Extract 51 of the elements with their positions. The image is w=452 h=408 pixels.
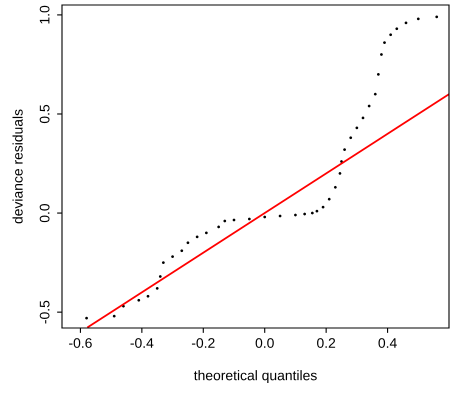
x-tick-label: -0.2 xyxy=(192,338,215,348)
point xyxy=(368,104,371,108)
point xyxy=(217,226,220,228)
y-axis-title: deviance residuals xyxy=(12,109,23,224)
x-axis-title: theoretical quantiles xyxy=(194,370,317,384)
point xyxy=(343,148,346,152)
point xyxy=(232,218,236,222)
point xyxy=(248,218,251,220)
point xyxy=(334,186,337,189)
point xyxy=(278,214,282,218)
point xyxy=(156,286,159,290)
point xyxy=(338,172,342,175)
point xyxy=(158,275,162,278)
point xyxy=(146,294,150,298)
point xyxy=(112,314,116,318)
point xyxy=(374,92,377,96)
point xyxy=(303,212,306,216)
y-tick-label: -0.5 xyxy=(40,300,50,324)
point xyxy=(186,241,190,244)
point xyxy=(380,53,383,56)
point xyxy=(362,116,364,120)
point xyxy=(180,249,184,252)
point xyxy=(196,235,199,238)
point xyxy=(294,214,297,216)
point xyxy=(355,126,358,130)
y-tick-label: 0.0 xyxy=(40,204,50,222)
y-tick-label: 0.5 xyxy=(40,104,50,124)
point xyxy=(263,216,266,218)
x-tick-label: 0.0 xyxy=(256,338,274,348)
point xyxy=(316,210,318,212)
point xyxy=(389,33,392,36)
point xyxy=(171,255,174,258)
point xyxy=(376,72,380,76)
point xyxy=(162,261,165,264)
point xyxy=(85,316,88,320)
point xyxy=(322,206,324,209)
x-tick-label: -0.4 xyxy=(130,338,154,348)
point xyxy=(435,16,438,18)
x-tick-label: 0.2 xyxy=(317,338,336,348)
point xyxy=(416,17,420,20)
point xyxy=(223,220,226,222)
y-tick-label: 1.0 xyxy=(40,6,50,24)
point xyxy=(404,21,408,24)
x-tick-label: 0.4 xyxy=(378,338,397,348)
point xyxy=(328,198,331,201)
point xyxy=(383,41,386,44)
x-tick-label: -0.6 xyxy=(69,338,92,348)
point xyxy=(349,136,352,140)
point xyxy=(310,212,314,214)
point xyxy=(204,231,208,234)
point xyxy=(395,27,398,30)
